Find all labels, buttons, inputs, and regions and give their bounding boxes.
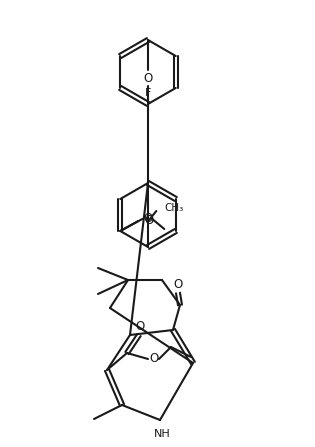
Text: O: O	[143, 72, 153, 84]
Text: O: O	[144, 214, 153, 227]
Text: O: O	[173, 278, 183, 291]
Text: F: F	[145, 88, 151, 98]
Text: O: O	[135, 320, 145, 333]
Text: CH₃: CH₃	[164, 203, 184, 213]
Text: O: O	[149, 353, 159, 366]
Text: NH: NH	[154, 429, 170, 439]
Text: O: O	[144, 212, 153, 225]
